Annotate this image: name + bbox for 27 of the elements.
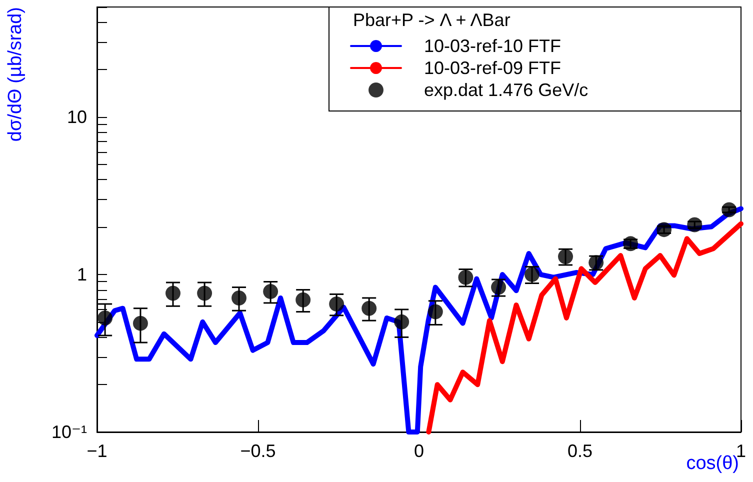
- x-tick-label: −0.5: [240, 441, 276, 461]
- y-tick-label: 10⁻¹: [51, 422, 87, 442]
- point: [232, 290, 246, 306]
- x-axis-title: cos(θ): [686, 453, 740, 474]
- y-axis-title: dσ/dΘ (µb/srad): [5, 6, 26, 142]
- point: [263, 284, 278, 300]
- point: [687, 217, 702, 232]
- point: [197, 286, 212, 301]
- legend-label: exp.dat 1.476 GeV/c: [424, 80, 588, 100]
- point: [394, 314, 410, 330]
- x-tick-label: 0.5: [567, 441, 593, 461]
- point: [132, 316, 148, 331]
- legend-title: Pbar+P -> Λ + ΛBar: [353, 10, 510, 30]
- point: [722, 202, 737, 218]
- point: [428, 304, 443, 320]
- x-tick-label: 0: [414, 441, 424, 461]
- point: [98, 310, 113, 326]
- point: [166, 286, 180, 301]
- y-tick-label: 10: [66, 107, 87, 128]
- y-tick-label: 1: [76, 264, 87, 285]
- point: [656, 222, 672, 238]
- point: [362, 300, 377, 316]
- point: [296, 292, 311, 308]
- point: [329, 296, 344, 312]
- x-tick-label: −1: [86, 441, 108, 461]
- legend-label: 10-03-ref-10 FTF: [424, 36, 562, 56]
- legend-label: 10-03-ref-09 FTF: [424, 58, 562, 78]
